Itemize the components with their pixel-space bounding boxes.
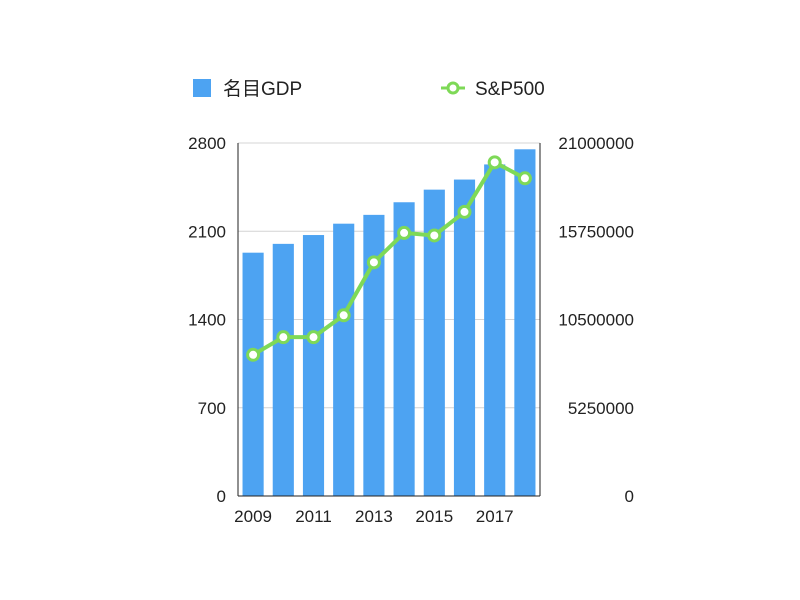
x-tick-label: 2015 (415, 507, 453, 526)
legend-item-gdp: 名目GDP (193, 78, 302, 100)
axes (237, 143, 541, 497)
point-sp500 (246, 347, 261, 362)
point-sp500 (517, 171, 532, 186)
bar-gdp (484, 164, 506, 497)
legend-marker-sp500 (446, 81, 460, 95)
bar-gdp (333, 223, 355, 496)
y-right-tick-label: 5250000 (568, 399, 634, 418)
y-right-tick-label: 21000000 (558, 134, 634, 153)
y-right-tick-label: 10500000 (558, 311, 634, 330)
point-sp500 (457, 204, 472, 219)
point-sp500 (397, 225, 412, 240)
bar-gdp (393, 202, 415, 496)
point-sp500 (487, 155, 502, 170)
x-tick-label: 2013 (355, 507, 393, 526)
bar-gdp (242, 252, 264, 496)
y-left-tick-label: 0 (217, 487, 226, 506)
bar-gdp (272, 243, 294, 496)
y-left-tick-label: 2800 (188, 134, 226, 153)
line-sp500 (246, 155, 532, 362)
legend-label-gdp: 名目GDP (223, 78, 302, 100)
tick-labels: 0 700 1400 2100 2800 0 5250000 10500000 15750000… (188, 134, 634, 526)
x-tick-label: 2017 (476, 507, 514, 526)
bar-gdp (423, 189, 445, 496)
legend-item-sp500: S&P500 (441, 79, 545, 100)
bar-gdp (302, 235, 325, 496)
y-left-tick-label: 2100 (188, 222, 226, 241)
bar-gdp (514, 149, 536, 496)
y-left-tick-label: 1400 (188, 311, 226, 330)
y-left-tick-label: 700 (198, 399, 226, 418)
point-sp500 (427, 228, 442, 243)
legend: 名目GDP S&P500 (193, 78, 545, 100)
x-tick-label: 2011 (295, 507, 332, 526)
x-tick-label: 2009 (234, 507, 272, 526)
point-sp500 (276, 330, 291, 345)
bar-gdp (453, 179, 476, 496)
legend-swatch-gdp (193, 79, 211, 97)
y-right-tick-label: 15750000 (558, 222, 634, 241)
bars-gdp (242, 149, 536, 497)
point-sp500 (336, 308, 351, 323)
point-sp500 (366, 255, 381, 270)
point-sp500 (306, 330, 321, 345)
legend-label-sp500: S&P500 (475, 79, 545, 100)
bar-gdp (363, 214, 385, 496)
y-right-tick-label: 0 (625, 487, 634, 506)
line-path-sp500 (252, 160, 526, 357)
